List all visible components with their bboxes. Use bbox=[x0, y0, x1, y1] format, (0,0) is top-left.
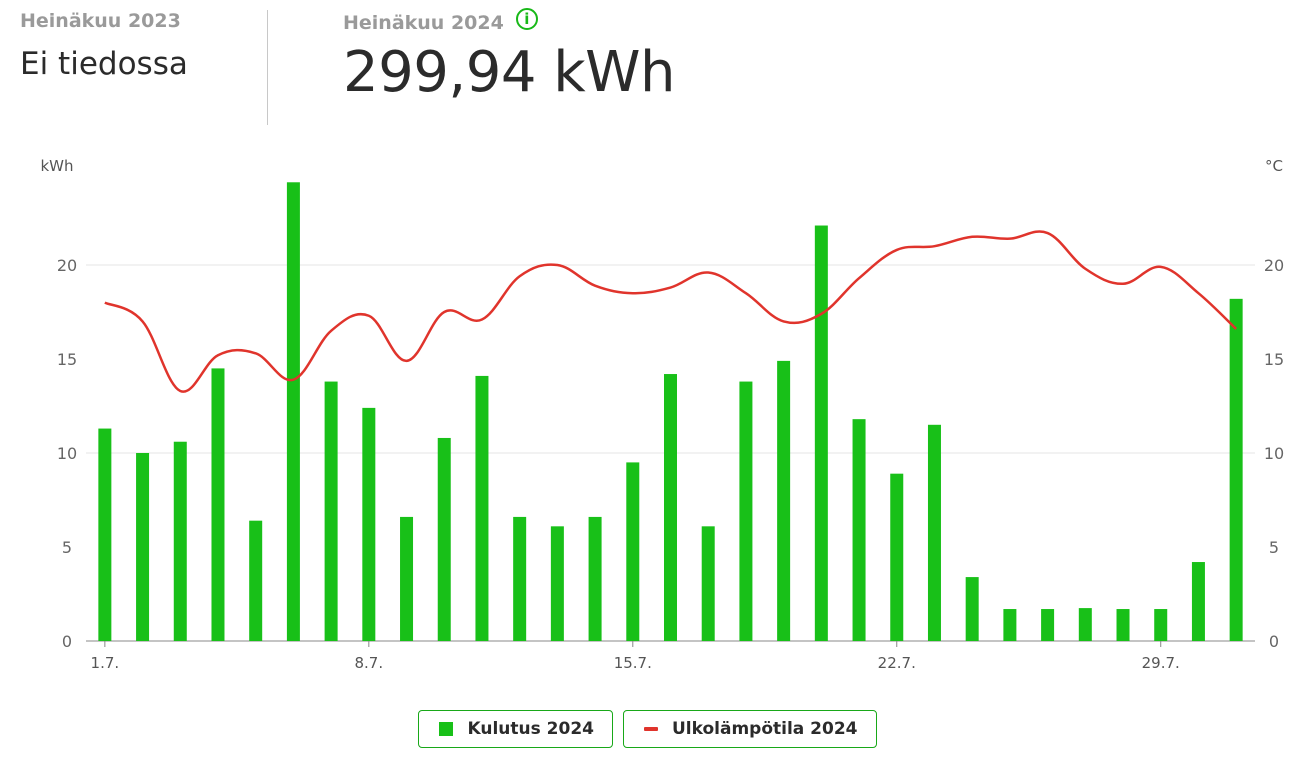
info-icon[interactable]: i bbox=[515, 8, 538, 30]
bar-kulutus bbox=[588, 516, 602, 641]
y-tick-label-left: 10 bbox=[57, 444, 77, 463]
y-tick-label-right: 15 bbox=[1264, 350, 1284, 369]
bar-kulutus bbox=[475, 375, 489, 641]
bar-kulutus bbox=[927, 424, 941, 641]
legend-item-consumption[interactable]: Kulutus 2024 bbox=[418, 710, 613, 748]
bar-kulutus bbox=[249, 520, 263, 641]
legend-label-temperature: Ulkolämpötila 2024 bbox=[671, 719, 858, 739]
bar-kulutus bbox=[626, 462, 640, 641]
y-tick-label-right: 5 bbox=[1269, 538, 1279, 557]
bar-kulutus bbox=[1116, 609, 1130, 641]
bar-kulutus bbox=[1229, 298, 1243, 641]
bar-kulutus bbox=[777, 360, 791, 641]
legend-item-temperature[interactable]: Ulkolämpötila 2024 bbox=[622, 710, 877, 748]
y-tick-label-left: 5 bbox=[62, 538, 72, 557]
bar-kulutus bbox=[437, 437, 451, 641]
consumption-swatch-icon bbox=[439, 722, 454, 736]
bar-kulutus bbox=[362, 407, 376, 641]
current-period-label: Heinäkuu 2024 bbox=[343, 12, 504, 34]
bar-kulutus bbox=[852, 419, 866, 641]
previous-period-summary: Heinäkuu 2023 Ei tiedossa bbox=[20, 10, 188, 82]
y-tick-label-right: 10 bbox=[1264, 444, 1284, 463]
label-layer: kWh °C 0 0 5 5 10 10 15 15 20 20 1.7. 8.7. 15.7. 22.7. 2… bbox=[40, 157, 1284, 672]
previous-period-label: Heinäkuu 2023 bbox=[20, 10, 181, 32]
legend-label-consumption: Kulutus 2024 bbox=[467, 719, 594, 739]
bar-kulutus bbox=[286, 182, 300, 641]
previous-period-value: Ei tiedossa bbox=[20, 46, 188, 82]
current-period-summary: Heinäkuu 2024 i 299,94 kWh bbox=[343, 8, 676, 105]
consumption-chart: kWh °C 0 0 5 5 10 10 15 15 20 20 1.7. 8.7. 15.7. 22.7. 2… bbox=[40, 157, 1284, 672]
bar-kulutus bbox=[739, 381, 753, 641]
x-tick-label: 22.7. bbox=[878, 654, 916, 672]
bar-kulutus bbox=[513, 516, 527, 641]
bar-kulutus bbox=[814, 225, 828, 641]
bar-kulutus bbox=[1191, 562, 1205, 641]
y-axis-right-unit: °C bbox=[1265, 157, 1283, 175]
y-tick-label-right: 0 bbox=[1269, 632, 1279, 651]
x-tick-label: 15.7. bbox=[614, 654, 652, 672]
y-axis-left-unit: kWh bbox=[40, 157, 73, 175]
y-tick-label-right: 20 bbox=[1264, 256, 1284, 275]
chart-legend: Kulutus 2024 Ulkolämpötila 2024 bbox=[0, 710, 1295, 748]
x-tick-label: 8.7. bbox=[355, 654, 384, 672]
current-period-value: 299,94 kWh bbox=[343, 40, 676, 105]
temperature-swatch-icon bbox=[643, 727, 658, 731]
bar-kulutus bbox=[664, 374, 677, 641]
bar-kulutus bbox=[965, 577, 979, 641]
bar-kulutus bbox=[890, 473, 904, 641]
bar-kulutus bbox=[173, 441, 187, 641]
line-ulkolampotila bbox=[104, 230, 1238, 393]
bar-kulutus bbox=[550, 526, 564, 641]
bar-kulutus bbox=[136, 453, 150, 641]
x-tick-label: 1.7. bbox=[91, 654, 120, 672]
bar-kulutus bbox=[211, 368, 225, 641]
x-tick-label: 29.7. bbox=[1142, 654, 1180, 672]
bar-kulutus bbox=[400, 516, 414, 641]
summary-divider bbox=[267, 10, 268, 125]
bar-kulutus bbox=[98, 428, 112, 641]
bar-layer bbox=[98, 182, 1243, 641]
y-tick-label-left: 20 bbox=[57, 256, 77, 275]
bar-kulutus bbox=[1041, 609, 1055, 641]
y-tick-label-left: 15 bbox=[57, 350, 77, 369]
bar-kulutus bbox=[701, 526, 715, 641]
bar-kulutus bbox=[1154, 609, 1168, 641]
bar-kulutus bbox=[1003, 609, 1017, 641]
y-tick-label-left: 0 bbox=[62, 632, 72, 651]
bar-kulutus bbox=[324, 381, 338, 641]
bar-kulutus bbox=[1078, 608, 1092, 641]
line-layer bbox=[104, 230, 1238, 393]
